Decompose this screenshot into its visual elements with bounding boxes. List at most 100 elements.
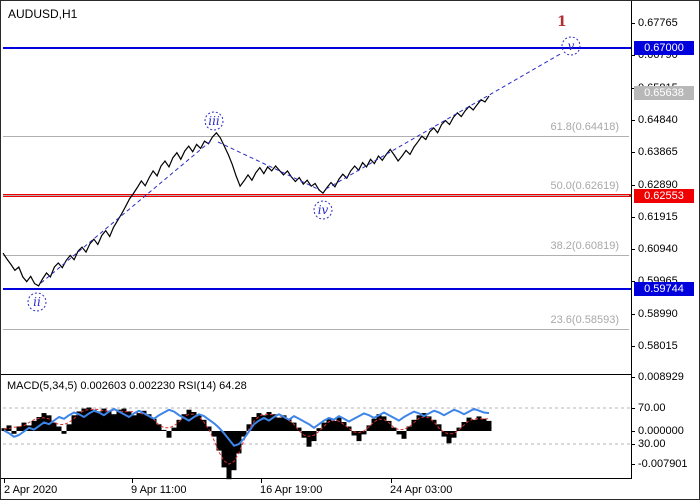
price-axis-label: 0.64840 — [638, 114, 678, 126]
fibonacci-line — [3, 329, 629, 330]
macd-histogram-bar — [311, 431, 317, 442]
wave-circle — [27, 292, 47, 312]
macd-histogram-bar — [426, 416, 432, 431]
macd-histogram-bar — [241, 431, 247, 437]
projection-line — [40, 139, 213, 284]
symbol-timeframe-title: AUDUSD,H1 — [8, 7, 78, 21]
macd-histogram-bar — [226, 431, 232, 480]
macd-histogram-bar — [351, 431, 357, 436]
macd-histogram-bar — [211, 431, 217, 437]
macd-histogram-bar — [51, 422, 57, 431]
macd-histogram-bar — [416, 415, 422, 431]
wave-label: iv — [318, 203, 329, 217]
macd-histogram-bar — [11, 431, 17, 434]
macd-histogram-bar — [361, 431, 367, 435]
macd-histogram-bar — [56, 426, 62, 431]
wave-circle — [561, 36, 581, 56]
price-badge: 0.62553 — [634, 189, 694, 203]
indicator-axis-label: -0.007901 — [638, 458, 688, 470]
macd-histogram-bar — [81, 408, 87, 431]
time-axis-tick — [391, 479, 392, 483]
price-axis-tick — [631, 55, 635, 56]
price-axis-tick — [631, 88, 635, 89]
macd-histogram-bar — [441, 431, 447, 437]
macd-histogram-bar — [191, 412, 197, 431]
macd-histogram-bar — [341, 422, 347, 431]
price-badge: 0.59744 — [634, 282, 694, 296]
macd-histogram-bar — [431, 419, 437, 431]
macd-histogram-bar — [71, 415, 77, 431]
price-axis-tick — [631, 281, 635, 282]
projection-line — [325, 52, 563, 190]
macd-histogram-bar — [471, 419, 477, 431]
macd-histogram-bar — [231, 431, 237, 471]
macd-histogram-bar — [236, 431, 242, 454]
time-axis-label: 9 Apr 11:00 — [131, 484, 187, 496]
macd-histogram-bar — [111, 414, 117, 431]
macd-histogram-bar — [131, 415, 137, 431]
price-axis-label: 0.67765 — [638, 17, 678, 29]
macd-histogram-bar — [176, 419, 182, 431]
macd-histogram-bar — [76, 411, 82, 431]
indicator-axis-label: 0.008929 — [638, 371, 684, 383]
macd-histogram-bar — [61, 431, 67, 434]
macd-histogram-bar — [181, 414, 187, 431]
macd-histogram-bar — [101, 408, 107, 431]
macd-histogram-bar — [391, 427, 397, 431]
macd-histogram-bar — [371, 418, 377, 431]
price-axis-tick — [631, 249, 635, 250]
indicator-axis-tick — [631, 444, 635, 445]
horizontal-level-line — [3, 288, 631, 290]
indicator-axis-tick — [631, 431, 635, 432]
macd-histogram-bar — [321, 422, 327, 431]
macd-histogram-bar — [146, 414, 152, 431]
time-axis-tick — [4, 479, 5, 483]
indicator-axis-label: 30.00 — [638, 438, 666, 450]
macd-histogram-bar — [411, 419, 417, 431]
indicator-axis-label: 0.000000 — [638, 425, 684, 437]
fibonacci-line — [3, 136, 629, 137]
macd-histogram-bar — [1, 428, 7, 431]
fibonacci-line — [3, 195, 629, 196]
price-axis-label: 0.58990 — [638, 308, 678, 320]
macd-histogram-bar — [326, 418, 332, 431]
macd-histogram-bar — [21, 422, 27, 431]
macd-histogram-bar — [261, 415, 267, 431]
fibonacci-label: 23.6(0.58593) — [550, 314, 620, 326]
macd-histogram-bar — [476, 416, 482, 431]
macd-histogram-bar — [91, 409, 97, 431]
wave-label: ii — [33, 295, 41, 309]
price-axis-tick — [631, 346, 635, 347]
macd-histogram-bar — [161, 429, 167, 431]
macd-histogram-bar — [256, 413, 262, 431]
macd-histogram-bar — [156, 424, 162, 431]
macd-histogram-bar — [286, 418, 292, 431]
macd-histogram-bar — [401, 431, 407, 439]
macd-histogram-bar — [166, 431, 172, 438]
macd-histogram-bar — [366, 425, 372, 431]
wave-circle — [313, 200, 333, 220]
wave-circle — [204, 111, 224, 131]
macd-histogram-bar — [481, 418, 487, 431]
price-axis-tick — [631, 23, 635, 24]
macd-histogram-bar — [281, 415, 287, 431]
price-axis-tick — [631, 185, 635, 186]
macd-histogram-bar — [336, 417, 342, 431]
macd-histogram-bar — [86, 407, 92, 431]
price-axis-tick — [631, 152, 635, 153]
price-axis-border — [631, 1, 632, 479]
macd-histogram-bar — [466, 417, 472, 431]
price-badge: 0.67000 — [634, 41, 694, 55]
price-axis-label: 0.58015 — [638, 340, 678, 352]
macd-histogram-bar — [301, 431, 307, 438]
macd-histogram-bar — [386, 420, 392, 431]
indicator-axis-tick — [631, 408, 635, 409]
macd-histogram-bar — [16, 426, 22, 431]
macd-histogram-bar — [36, 417, 42, 431]
horizontal-level-line — [3, 47, 631, 49]
price-line — [2, 95, 490, 287]
macd-histogram-bar — [206, 426, 212, 431]
fibonacci-label: 61.8(0.64418) — [550, 121, 620, 133]
